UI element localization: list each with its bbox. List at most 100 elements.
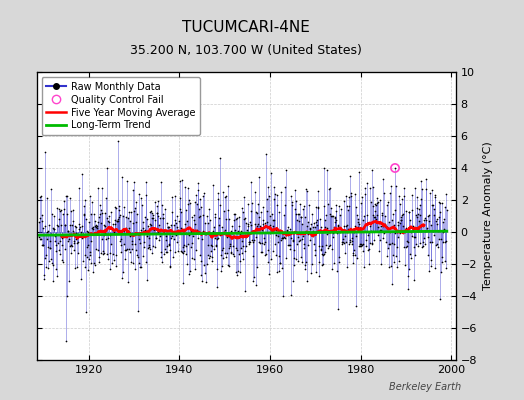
Point [204,254,213,261]
Point [367,199,375,206]
Point [51,266,60,272]
Point [125,209,134,216]
Point [208,258,216,264]
Point [262,251,270,257]
Point [357,199,366,206]
Point [253,223,261,230]
Point [67,242,75,248]
Point [132,247,140,253]
Point [373,194,381,201]
Point [199,193,207,200]
Point [320,251,328,257]
Point [93,223,101,229]
Point [263,196,271,202]
Point [339,238,347,245]
Point [47,256,56,262]
Point [49,277,57,284]
Point [53,272,62,279]
Point [379,235,387,242]
Point [303,223,312,230]
Point [389,222,398,228]
Point [405,209,413,215]
Point [55,206,63,212]
Point [324,245,332,252]
Point [256,223,264,229]
Point [51,233,59,240]
Point [286,242,294,248]
Point [283,224,292,230]
Point [104,218,112,225]
Point [86,249,94,255]
Point [159,230,168,236]
Point [113,218,122,224]
Point [103,215,111,221]
Point [367,228,375,234]
Point [134,231,142,238]
Point [123,245,131,252]
Point [406,217,414,224]
Point [210,224,218,230]
Point [260,235,268,242]
Point [157,249,165,256]
Point [316,216,324,222]
Point [133,252,141,258]
Point [231,211,239,217]
Point [348,260,357,267]
Point [166,264,174,270]
Point [52,205,61,211]
Point [173,229,182,236]
Point [230,211,238,217]
Point [252,234,260,240]
Point [251,221,259,227]
Point [136,264,144,270]
Point [96,250,105,256]
Point [165,241,173,247]
Point [374,232,382,238]
Point [169,230,177,236]
Point [223,262,232,268]
Point [274,232,282,239]
Point [337,206,345,212]
Point [126,218,135,224]
Point [85,252,94,258]
Point [106,240,115,247]
Point [264,247,272,254]
Point [399,230,408,236]
Point [48,225,57,232]
Point [115,202,123,209]
Point [101,223,109,230]
Point [178,250,187,256]
Point [311,252,320,258]
Point [42,236,51,242]
Point [303,231,312,237]
Point [375,219,384,225]
Point [291,206,299,212]
Point [399,210,407,217]
Point [314,204,322,210]
Point [329,213,337,220]
Point [310,247,319,253]
Point [386,229,394,236]
Point [340,198,348,204]
Point [401,228,409,235]
Point [69,228,77,234]
Point [402,244,410,250]
Point [198,236,206,242]
Point [75,185,83,191]
Point [329,234,337,240]
Point [119,241,128,248]
Point [425,239,434,245]
Point [388,240,397,246]
Point [92,246,101,253]
Point [390,241,398,248]
Point [249,278,257,284]
Point [275,209,283,215]
Point [299,206,307,212]
Point [97,210,106,216]
Point [387,280,396,287]
Point [369,212,377,218]
Point [214,196,222,202]
Point [299,233,308,239]
Text: Berkeley Earth: Berkeley Earth [389,382,461,392]
Point [206,242,215,248]
